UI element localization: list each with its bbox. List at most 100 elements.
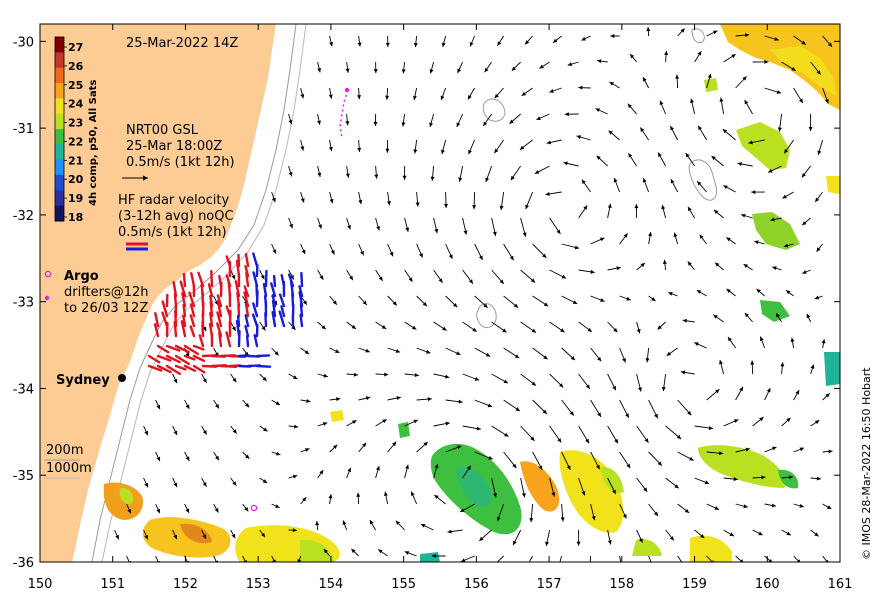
isobath-1000m: [101, 24, 307, 562]
gsl-arrow-head: [173, 430, 178, 436]
gsl-arrow-head: [608, 130, 613, 135]
gsl-arrow-head: [440, 95, 445, 101]
gsl-arrow-head: [494, 93, 499, 99]
gsl-arrow: [271, 555, 276, 562]
hf-radar-arrow: [216, 300, 223, 318]
gsl-arrow-head: [750, 360, 755, 365]
gsl-arrow-head: [499, 279, 504, 284]
gsl-arrow-head: [460, 508, 465, 512]
gsl-arrow-head: [427, 397, 432, 402]
gsl-arrow-head: [373, 121, 378, 126]
gsl-arrow-head: [756, 288, 761, 294]
hf-radar-arrow: [255, 354, 271, 358]
gsl-arrow-head: [243, 559, 247, 562]
gsl-arrow-head: [557, 438, 562, 443]
colorbar-segment: [55, 83, 64, 99]
colorbar-segment: [55, 37, 64, 53]
gsl-arrow-head: [768, 558, 773, 562]
gsl-arrow-head: [317, 120, 321, 125]
gsl-arrow-head: [297, 559, 302, 562]
gsl-arrow-head: [639, 538, 643, 543]
gsl-arrow-head: [385, 42, 390, 47]
hf-radar-arrow: [278, 293, 286, 308]
gsl-arrow-head: [770, 217, 775, 222]
isobath-legend: 200m 1000m: [44, 443, 92, 479]
gsl-arrow-head: [697, 181, 702, 186]
gsl-arrow-head: [687, 206, 692, 212]
gsl-arrow-head: [609, 81, 614, 86]
gsl-arrow-head: [744, 99, 749, 105]
gsl-arrow-head: [292, 375, 298, 380]
hf-radar-arrow: [299, 313, 304, 328]
hf-radar-arrow: [243, 285, 250, 298]
lat-tick-label: -30: [13, 35, 34, 50]
gsl-arrow-head: [438, 278, 443, 283]
hf-radar-arrow: [147, 364, 163, 372]
gsl-arrow-head: [727, 336, 732, 342]
gsl-arrow-head: [557, 566, 561, 570]
hf-radar-arrow: [183, 364, 197, 372]
gsl-arrow-head: [630, 54, 635, 59]
colorbar-segment: [55, 190, 64, 207]
gsl-arrow-head: [739, 386, 743, 392]
gsl-arrow-head: [360, 250, 364, 256]
gsl-arrow-head: [288, 172, 293, 177]
hf-radar-arrow: [244, 314, 250, 328]
gsl-arrow-head: [659, 100, 664, 106]
gsl-arrow-head: [733, 477, 738, 482]
gsl-arrow-head: [772, 266, 777, 271]
hf-radar-arrow: [299, 302, 304, 318]
hf-radar-arrow: [174, 344, 190, 354]
gsl-arrow-head: [499, 205, 504, 211]
gsl-arrow-head: [261, 326, 266, 331]
gsl-arrow-head: [215, 455, 219, 461]
gsl-arrow-head: [525, 565, 529, 569]
hf-radar-arrow: [251, 313, 259, 328]
gsl-arrow-head: [729, 532, 734, 537]
argo-float-marker: [250, 504, 258, 512]
gsl-arrow-head: [413, 419, 418, 424]
gsl-arrow-head: [768, 168, 773, 173]
gsl-arrow-head: [323, 373, 328, 378]
gsl-arrow-head: [786, 417, 791, 422]
gsl-arrow-head: [788, 475, 793, 480]
gsl-arrow-head: [666, 351, 672, 356]
gsl-arrow-head: [262, 479, 268, 484]
gsl-arrow-head: [613, 327, 618, 333]
gsl-arrow-head: [627, 103, 632, 109]
colorbar-title: 4h comp, p50, All Sats: [88, 80, 99, 206]
gsl-arrow-head: [657, 461, 662, 466]
gsl-arrow-head: [585, 384, 590, 389]
gsl-legend-time: 25-Mar 18:00Z: [126, 139, 222, 154]
gsl-arrow-head: [483, 121, 488, 127]
gsl-arrow-head: [622, 514, 627, 519]
gsl-arrow-head: [202, 430, 207, 435]
gsl-arrow-head: [643, 487, 648, 492]
hf-radar-arrow: [216, 294, 223, 308]
gsl-arrow-head: [623, 233, 628, 238]
gsl-arrow-head: [173, 534, 177, 540]
gsl-arrow-head: [646, 27, 651, 32]
gsl-arrow-head: [745, 33, 750, 38]
gsl-arrow-head: [349, 275, 353, 281]
gsl-arrow-head: [782, 194, 787, 199]
gsl-scale-arrow-head: [143, 175, 148, 181]
gsl-arrow-head: [369, 520, 374, 525]
gsl-arrow-head: [796, 559, 801, 562]
gsl-arrow-head: [301, 249, 306, 255]
gsl-arrow-head: [347, 467, 352, 473]
hf-radar-arrow: [252, 302, 259, 318]
gsl-arrow-head: [644, 438, 649, 443]
gsl-arrow-head: [156, 404, 161, 410]
gsl-arrow-head: [719, 97, 724, 102]
gsl-arrow-head: [156, 508, 160, 514]
lat-tick-label: -35: [13, 469, 34, 484]
gsl-arrow-head: [347, 225, 351, 230]
isobath-200m-label: 200m: [46, 443, 83, 458]
gsl-arrow-head: [515, 407, 520, 412]
gsl-arrow-head: [743, 264, 749, 269]
gsl-arrow-head: [525, 40, 530, 45]
lon-tick-label: 154: [318, 577, 343, 592]
gsl-arrow-head: [415, 202, 420, 207]
gsl-arrow-head: [766, 388, 771, 393]
